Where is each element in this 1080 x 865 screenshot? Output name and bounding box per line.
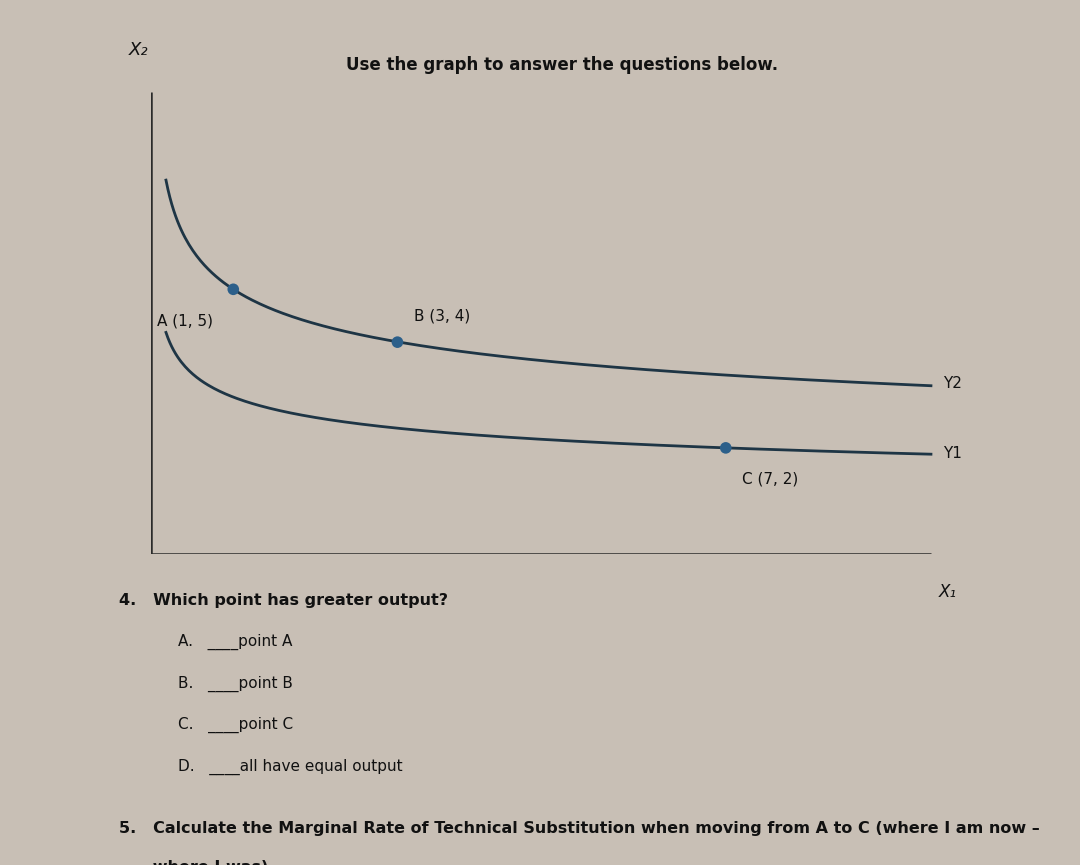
Text: Y1: Y1 (943, 445, 962, 460)
Text: A (1, 5): A (1, 5) (157, 313, 213, 328)
Text: C.   ____point C: C. ____point C (178, 717, 294, 734)
Text: where I was).: where I was). (119, 861, 274, 865)
Text: X₁: X₁ (939, 583, 957, 600)
Point (389, 336, 406, 349)
Text: D.   ____all have equal output: D. ____all have equal output (178, 759, 403, 775)
Text: B (3, 4): B (3, 4) (414, 309, 470, 324)
Text: B.   ____point B: B. ____point B (178, 676, 293, 692)
Point (717, 441, 734, 455)
Text: X₂: X₂ (130, 41, 149, 59)
Text: 4.   Which point has greater output?: 4. Which point has greater output? (119, 593, 448, 607)
Text: A.   ____point A: A. ____point A (178, 634, 293, 650)
Text: Use the graph to answer the questions below.: Use the graph to answer the questions be… (346, 56, 778, 74)
Text: Y2: Y2 (943, 376, 962, 391)
Text: 5.   Calculate the Marginal Rate of Technical Substitution when moving from A to: 5. Calculate the Marginal Rate of Techni… (119, 821, 1040, 836)
Point (225, 282, 242, 296)
Text: C (7, 2): C (7, 2) (742, 471, 798, 487)
